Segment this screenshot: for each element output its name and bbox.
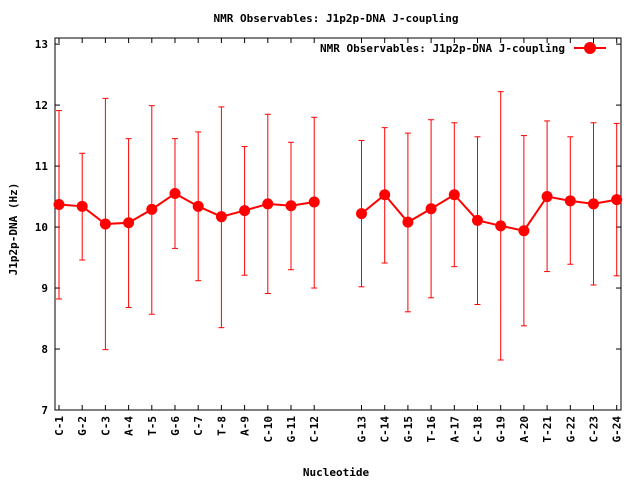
data-point (425, 203, 437, 215)
data-point (285, 200, 297, 212)
y-tick-label: 8 (41, 343, 48, 356)
plot-frame (54, 37, 622, 411)
x-tick-label: A-17 (448, 416, 461, 443)
y-tick-label: 10 (35, 221, 48, 234)
y-tick-label: 11 (35, 160, 49, 173)
error-bars (56, 91, 620, 361)
x-tick-label: T-5 (146, 416, 159, 436)
data-point (262, 198, 274, 210)
x-tick-label: G-13 (356, 416, 369, 443)
x-tick-label: C-23 (588, 416, 601, 443)
y-axis-label: J1p2p-DNA (Hz) (7, 183, 20, 276)
x-tick-label: G-22 (564, 416, 577, 443)
x-tick-label: G-11 (285, 416, 298, 443)
data-point (518, 225, 530, 237)
data-point (239, 205, 251, 217)
x-tick-label: G-2 (76, 416, 89, 436)
x-tick-label: C-7 (192, 416, 205, 436)
x-tick-label: T-16 (425, 416, 438, 443)
series-lines (58, 192, 617, 232)
y-tick-label: 9 (41, 282, 48, 295)
data-point (588, 198, 599, 210)
data-point (308, 196, 320, 208)
data-point (495, 220, 507, 232)
data-point (192, 200, 204, 212)
data-point (356, 208, 367, 220)
data-point (472, 214, 483, 226)
data-point (123, 217, 135, 229)
x-tick-label: C-3 (99, 416, 112, 436)
chart-title: NMR Observables: J1p2p-DNA J-coupling (213, 12, 458, 25)
x-axis: C-1 G-2 C-3 A-4 T-5 G-6 C-7 T-8 A-9 C-10 G-11 C-12 G… (53, 38, 624, 443)
x-tick-label: G-6 (169, 416, 182, 436)
data-point (564, 195, 576, 207)
x-tick-label: A-20 (518, 416, 531, 443)
data-point (611, 194, 623, 206)
data-point (53, 198, 65, 210)
x-tick-label: G-19 (495, 416, 508, 443)
x-tick-label: T-21 (541, 416, 554, 443)
x-tick-label: C-12 (308, 416, 321, 443)
y-tick-label: 13 (35, 38, 48, 51)
data-point (76, 200, 88, 212)
data-point (169, 188, 181, 200)
x-tick-label: C-14 (379, 416, 392, 443)
x-tick-label: G-15 (402, 416, 415, 443)
data-point (215, 211, 227, 223)
y-tick-label: 12 (35, 99, 48, 112)
x-tick-label: A-4 (123, 416, 136, 436)
y-tick-label: 7 (41, 404, 48, 417)
x-tick-label: C-18 (472, 416, 485, 443)
data-point (448, 189, 460, 201)
data-point (146, 203, 158, 215)
x-tick-label: A-9 (239, 416, 252, 436)
legend-label: NMR Observables: J1p2p-DNA J-coupling (320, 42, 565, 55)
legend: NMR Observables: J1p2p-DNA J-coupling (320, 42, 606, 55)
series-line (360, 193, 617, 232)
x-tick-label: C-10 (262, 416, 275, 443)
x-tick-label: G-24 (611, 416, 624, 443)
y-axis: 7 8 9 10 11 12 13 (35, 38, 621, 417)
data-point (379, 189, 391, 201)
x-tick-label: C-1 (53, 416, 66, 436)
series-line (58, 192, 315, 226)
x-axis-label: Nucleotide (303, 466, 370, 479)
data-points (53, 188, 623, 237)
x-tick-label: T-8 (215, 416, 228, 436)
data-point (99, 218, 111, 230)
data-point (541, 191, 553, 203)
data-point (402, 216, 414, 228)
legend-marker (584, 42, 596, 54)
